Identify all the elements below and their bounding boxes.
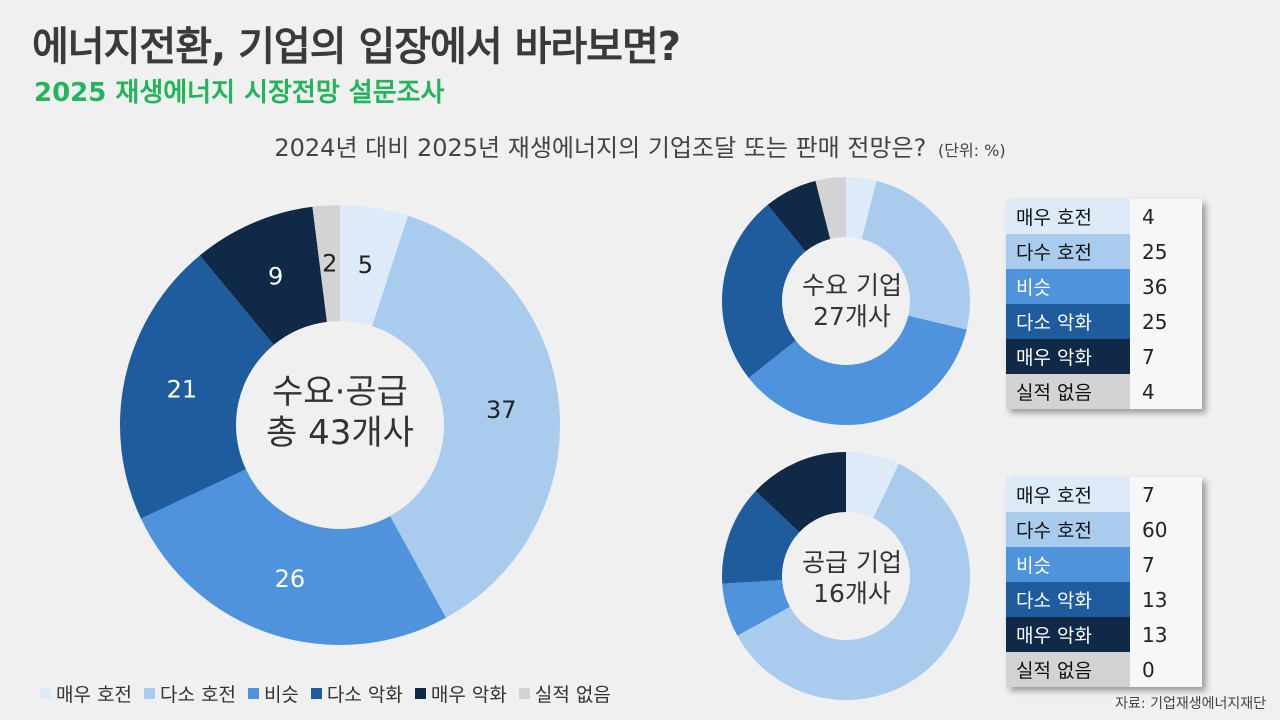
unit-label: (단위: %) [938,141,1006,160]
center-label-line2: 총 43개사 [266,413,414,454]
table-value: 13 [1142,622,1168,647]
table-value: 7 [1142,482,1155,507]
table-row: 매우 호전 7 [1006,477,1202,512]
table-row: 다수 호전 25 [1006,234,1202,269]
legend-item: 매우 악화 [414,680,507,707]
donut-slice-2 [861,180,970,330]
demand-value-table: 매우 호전 4 다수 호전 25 비슷 36 다소 악화 25 매우 악화 7 실적 없음 4 [1006,199,1202,409]
donut-slice-6 [815,177,846,239]
legend-label: 매우 악화 [430,684,507,706]
slice-data-label: 5 [358,251,373,279]
question-text: 2024년 대비 2025년 재생에너지의 기업조달 또는 판매 전망은? [274,134,927,162]
table-row: 다수 호전 60 [1006,512,1202,547]
center-label-line1: 수요 기업 [802,271,902,300]
legend-label: 비슷 [263,684,299,706]
table-category-label: 다소 악화 [1006,582,1130,617]
legend-item: 다소 악화 [310,680,403,707]
legend-label: 실적 없음 [534,684,611,706]
table-row: 실적 없음 4 [1006,374,1202,409]
donut-slice-5 [767,180,831,252]
donut-slice-5 [755,452,846,533]
table-row: 비슷 36 [1006,269,1202,304]
legend-item: 다소 호전 [143,680,236,707]
donut-slice-4 [722,491,800,584]
table-category-label: 실적 없음 [1006,374,1130,409]
table-value: 36 [1142,274,1168,299]
center-label-line2: 16개사 [813,578,891,608]
donut-slice-3 [748,315,967,425]
table-row: 매우 호전 4 [1006,199,1202,234]
legend-label: 매우 호전 [56,684,132,706]
center-label-line1: 수요·공급 [272,372,408,412]
table-value: 25 [1142,309,1168,334]
chart-question: 2024년 대비 2025년 재생에너지의 기업조달 또는 판매 전망은? (단… [0,128,1280,163]
slice-data-label: 21 [167,376,198,404]
table-row: 다소 악화 13 [1006,582,1202,617]
legend-swatch [518,688,530,699]
donut-center-label-supply: 공급 기업 16개사 [782,548,922,609]
table-category-label: 비슷 [1006,269,1130,304]
table-category-label: 매우 악화 [1006,617,1130,652]
table-row: 매우 악화 13 [1006,617,1202,652]
slice-data-label: 9 [268,262,283,290]
donut-slice-3 [140,469,446,645]
center-label-line2: 27개사 [813,301,891,331]
donut-slice-1 [846,452,899,519]
donut-slice-2 [372,215,560,618]
legend-swatch [40,688,51,699]
table-value: 7 [1142,552,1155,577]
table-value: 25 [1142,239,1168,264]
table-row: 매우 악화 7 [1006,339,1202,374]
slice-data-label: 2 [322,249,337,277]
legend-swatch [247,688,259,699]
slice-data-label: 26 [275,565,306,593]
donut-chart-demand [722,177,970,425]
table-category-label: 비슷 [1006,547,1130,582]
table-row: 비슷 7 [1006,547,1202,582]
donut-slice-6 [312,205,340,322]
table-category-label: 실적 없음 [1006,652,1130,687]
source-note: 자료: 기업재생에너지재단 [1115,696,1266,712]
table-value: 4 [1142,379,1155,404]
legend-swatch [414,688,426,699]
slice-data-label: 37 [486,396,517,424]
donut-center-label-demand: 수요 기업 27개사 [782,271,922,332]
table-category-label: 매우 악화 [1006,339,1130,374]
donut-chart-total: 5 37 26 21 9 2 [119,205,560,645]
table-value: 60 [1142,517,1168,542]
table-row: 실적 없음 0 [1006,652,1202,687]
legend-label: 다소 악화 [326,684,403,706]
donut-center-label-total: 수요·공급 총 43개사 [236,372,444,455]
donut-slice-1 [846,177,877,239]
table-category-label: 다소 악화 [1006,304,1130,339]
table-value: 7 [1142,344,1155,369]
donut-slice-4 [722,204,806,378]
table-value: 4 [1142,204,1155,229]
legend-label: 다소 호전 [159,684,236,706]
table-value: 0 [1142,657,1155,682]
supply-value-table: 매우 호전 7 다수 호전 60 비슷 7 다소 악화 13 매우 악화 13 실적 없음 0 [1006,477,1202,687]
donut-chart-supply [722,452,970,700]
table-category-label: 매우 호전 [1006,199,1130,234]
table-row: 다소 악화 25 [1006,304,1202,339]
table-category-label: 다수 호전 [1006,234,1130,269]
donut-slice-1 [340,205,408,327]
donut-slice-2 [737,463,970,700]
chart-legend: 매우 호전 다소 호전 비슷 다소 악화 매우 악화 실적 없음 [40,680,611,707]
legend-swatch [310,688,322,699]
legend-item: 매우 호전 [40,680,132,707]
legend-swatch [143,688,155,699]
table-category-label: 매우 호전 [1006,477,1130,512]
donut-slice-5 [199,206,327,345]
table-value: 13 [1142,587,1168,612]
legend-item: 실적 없음 [518,680,611,707]
page-subtitle: 2025 재생에너지 시장전망 설문조사 [34,78,445,108]
table-category-label: 다수 호전 [1006,512,1130,547]
page-title: 에너지전환, 기업의 입장에서 바라보면? [32,24,681,70]
donut-slice-3 [722,580,790,636]
legend-item: 비슷 [247,680,299,707]
donut-slice-4 [119,255,274,519]
center-label-line1: 공급 기업 [802,548,902,577]
